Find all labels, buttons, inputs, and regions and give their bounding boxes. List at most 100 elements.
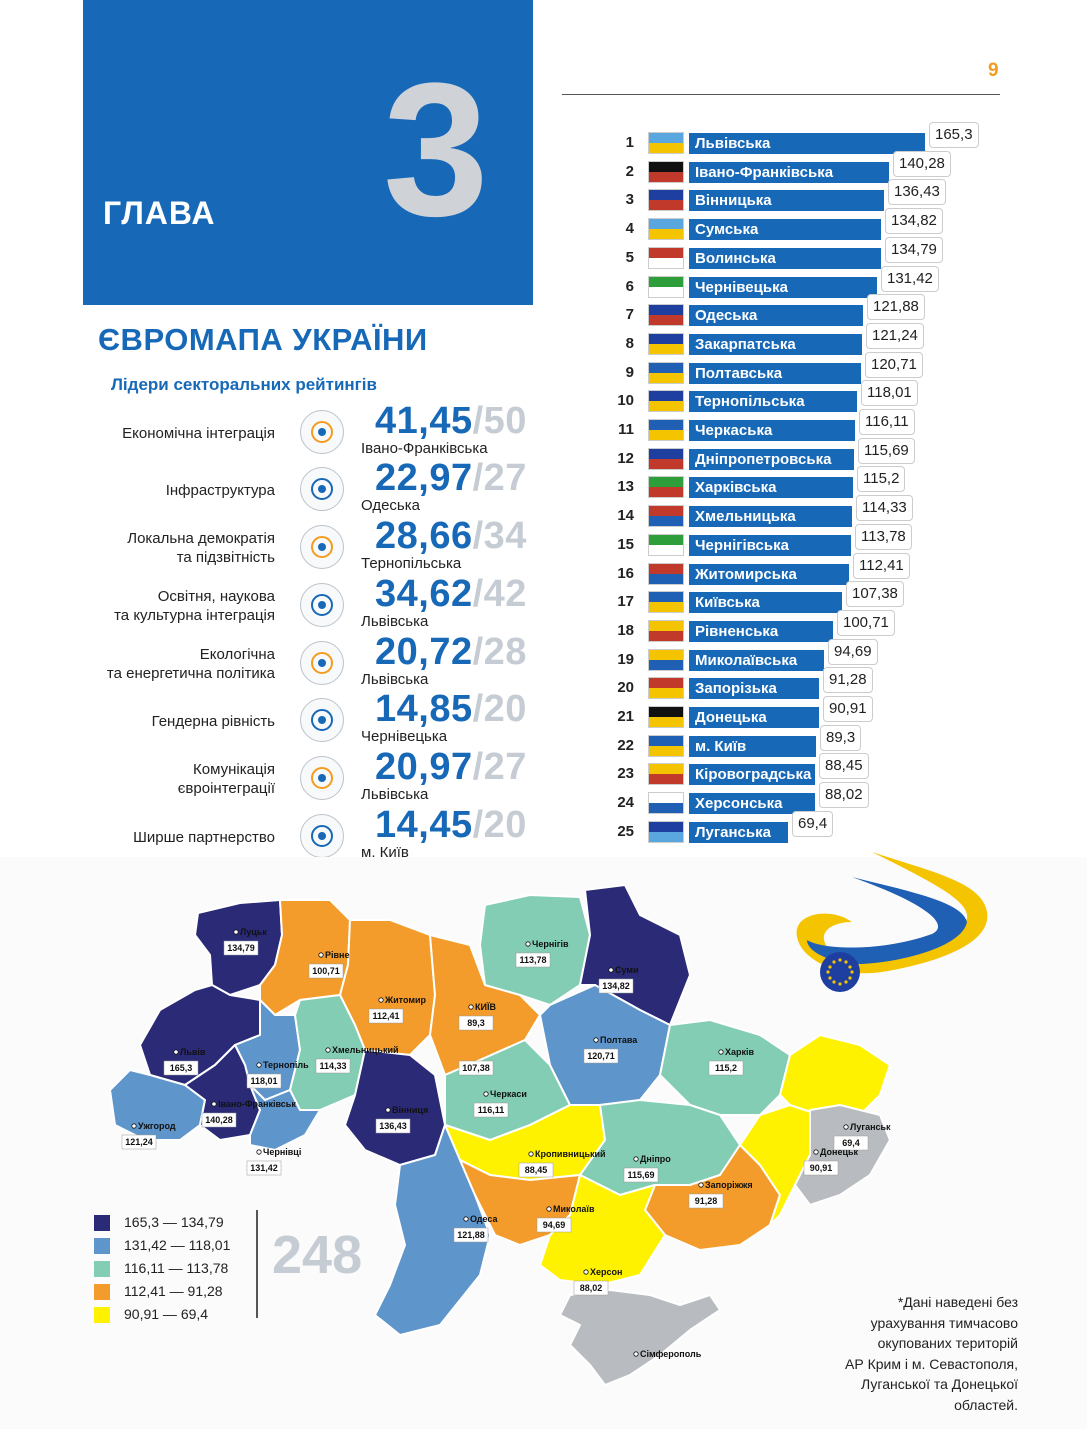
ranking-bar: Харківська — [689, 477, 853, 499]
region-flag-icon — [648, 619, 684, 642]
map-city-label: Івано-Франківськ — [218, 1099, 296, 1109]
city-marker-icon — [131, 1123, 137, 1129]
map-value-box — [803, 1160, 839, 1176]
city-marker-icon — [233, 929, 239, 935]
legend-swatch — [94, 1261, 110, 1277]
map-value-label: 113,78 — [519, 955, 546, 965]
ranking-bar: Луганська — [689, 821, 788, 843]
rank-number: 9 — [625, 363, 634, 381]
rank-number: 15 — [617, 535, 634, 553]
ranking-region-name: Львівська — [695, 135, 771, 152]
ranking-row: 13 Харківська 115,2 — [600, 466, 1000, 500]
ranking-region-name: Луганська — [695, 823, 771, 841]
page-subtitle: Лідери секторальних рейтингів — [111, 375, 377, 394]
ranking-row: 14 Хмельницька 114,33 — [600, 495, 1000, 529]
ranking-value-label: 69,4 — [792, 810, 834, 837]
map-city-label: Херсон — [590, 1267, 622, 1277]
region-flag-icon — [648, 763, 684, 786]
region-odesa — [374, 1124, 491, 1336]
sector-score-max: /20 — [472, 688, 527, 730]
rank-number: 8 — [625, 334, 634, 352]
ranking-value-label: 91,28 — [823, 667, 873, 694]
map-value-label: 136,43 — [379, 1121, 407, 1131]
map-value-box — [573, 1280, 609, 1296]
map-legend: 165,3 — 134,79 131,42 — 118,01 116,11 — 11… — [94, 1212, 244, 1327]
total-score: 248 — [272, 1225, 363, 1285]
ranking-value-label: 120,71 — [865, 351, 923, 378]
ranking-bar: Житомирська — [689, 563, 849, 585]
ranking-region-name: Донецька — [695, 709, 767, 726]
ranking-region-name: Вінницька — [695, 192, 772, 210]
sector-score-max: /50 — [472, 400, 527, 442]
city-marker-icon — [528, 1151, 534, 1157]
sector-region: Івано-Франківська — [361, 440, 488, 457]
rank-number: 10 — [617, 392, 634, 410]
sector-row: Ширше партнерство 14,45/20 м. Київ — [80, 804, 560, 872]
map-value-label: 116,11 — [478, 1105, 505, 1115]
map-city-label: Дніпро — [640, 1154, 671, 1164]
region-chernihiv — [479, 894, 591, 1006]
map-city-label: Вінниця — [392, 1105, 428, 1115]
region-flag-icon — [648, 246, 684, 269]
eu-ribbon-icon — [796, 852, 988, 992]
map-value-label: 115,2 — [715, 1063, 737, 1073]
map-value-box — [473, 1102, 509, 1118]
footnote: *Дані наведені без урахування тимчасово … — [845, 1294, 1018, 1413]
map-value-box — [458, 1015, 494, 1031]
rank-number: 13 — [617, 478, 634, 496]
sector-score-value: 22,97 — [375, 457, 473, 499]
map-city-label: Рівне — [325, 950, 349, 960]
ranking-value-label: 114,33 — [856, 495, 913, 522]
chapter-label: ГЛАВА — [103, 195, 216, 231]
region-luhansk — [779, 1034, 891, 1116]
ranking-row: 1 Львівська 165,3 — [600, 122, 1000, 156]
region-flag-icon — [648, 706, 684, 728]
ranking-value-label: 88,02 — [819, 782, 869, 809]
map-city-label: Донецьк — [820, 1147, 859, 1157]
ranking-bar: Запорізька — [689, 678, 819, 700]
map-city-label: Чернівці — [263, 1147, 301, 1157]
region-flag-icon — [648, 218, 684, 241]
ranking-region-name: Хмельницька — [695, 508, 796, 526]
map-value-box — [453, 1227, 489, 1243]
rank-number: 1 — [625, 134, 634, 151]
map-value-label: 100,71 — [312, 966, 340, 976]
rank-number: 21 — [617, 708, 634, 725]
ranking-bar: Рівненська — [689, 620, 833, 642]
ranking-value-label: 134,79 — [885, 236, 943, 263]
map-value-box — [121, 1134, 157, 1150]
ranking-value-label: 118,01 — [861, 380, 918, 407]
region-flag-icon — [648, 304, 684, 327]
region-flag-icon — [648, 648, 684, 671]
ranking-row: 20 Запорізька 91,28 — [600, 667, 1000, 701]
ranking-bar: Івано-Франківська — [689, 161, 889, 183]
map-city-label: Луганськ — [850, 1122, 891, 1132]
sector-row: Комунікація євроінтеграції 20,97/27 Львівс… — [80, 746, 560, 814]
city-marker-icon — [698, 1182, 704, 1188]
ranking-region-name: Сумська — [695, 221, 759, 239]
sector-score-value: 14,45 — [375, 804, 473, 846]
ranking-bar: м. Київ — [689, 735, 816, 757]
map-city-label: Харків — [725, 1047, 755, 1057]
ranking-bar: Херсонська — [689, 793, 815, 815]
rank-number: 19 — [617, 650, 634, 668]
ranking-value-label: 113,78 — [855, 523, 912, 550]
map-value-box — [458, 1060, 494, 1076]
ranking-region-name: Черкаська — [695, 422, 773, 439]
map-value-label: 115,69 — [627, 1170, 654, 1180]
ranking-row: 5 Волинська 134,79 — [600, 236, 1000, 271]
map-value-box — [163, 1060, 199, 1076]
sector-score: 20,72/28 — [375, 631, 527, 674]
map-value-box — [515, 952, 551, 968]
city-marker-icon — [813, 1149, 819, 1155]
education-icon — [300, 583, 344, 627]
ranking-value-label: 136,43 — [888, 179, 946, 206]
ranking-bar: Хмельницька — [689, 506, 852, 528]
ranking-value-label: 140,28 — [893, 150, 951, 177]
sector-score-max: /28 — [472, 631, 527, 673]
map-value-box — [308, 963, 344, 979]
legend-range: 90,91 — 69,4 — [124, 1306, 209, 1322]
map-value-box — [536, 1217, 572, 1233]
sector-region: Львівська — [361, 671, 429, 688]
ranking-row: 23 Кіровоградська 88,45 — [600, 753, 1000, 787]
